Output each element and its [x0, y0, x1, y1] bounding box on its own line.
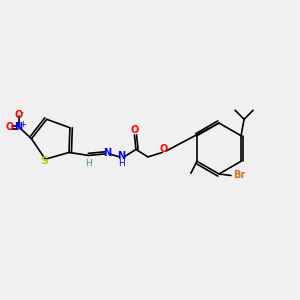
Text: O: O	[14, 110, 23, 120]
Text: N: N	[103, 148, 112, 158]
Text: H: H	[118, 159, 125, 168]
Text: O: O	[131, 124, 139, 135]
Text: H: H	[85, 159, 92, 168]
Text: Br: Br	[233, 170, 245, 181]
Text: +: +	[19, 120, 26, 129]
Text: S: S	[40, 156, 48, 166]
Text: -: -	[20, 108, 23, 117]
Text: O: O	[5, 122, 14, 132]
Text: N: N	[15, 122, 23, 132]
Text: N: N	[118, 151, 126, 161]
Text: O: O	[160, 144, 168, 154]
